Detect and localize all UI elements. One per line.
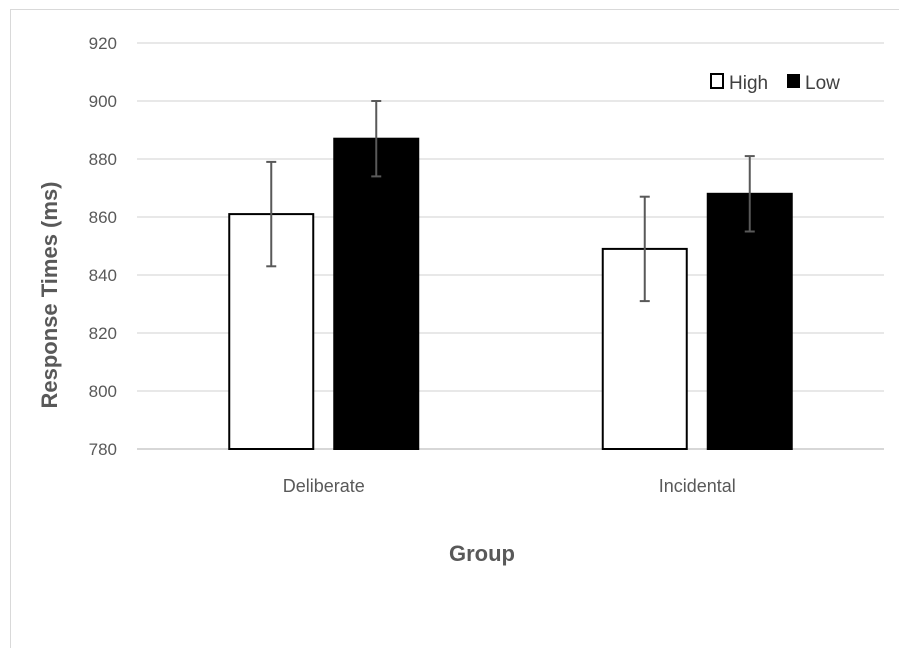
x-category-label: Deliberate (283, 476, 365, 496)
y-tick-label: 880 (89, 150, 117, 169)
x-category-label: Incidental (659, 476, 736, 496)
x-axis-categories: Deliberate Incidental (283, 476, 736, 496)
chart-frame (10, 9, 899, 648)
y-tick-label: 780 (89, 440, 117, 459)
y-tick-label: 860 (89, 208, 117, 227)
y-tick-label: 840 (89, 266, 117, 285)
x-axis-title: Group (449, 541, 515, 566)
y-tick-label: 820 (89, 324, 117, 343)
y-tick-label: 900 (89, 92, 117, 111)
bar-low-deliberate (333, 137, 420, 450)
bar-low-incidental (706, 192, 793, 450)
bars (228, 137, 793, 450)
error-bars (266, 100, 755, 303)
y-axis-ticks: 780 800 820 840 860 880 900 920 (89, 34, 117, 459)
y-tick-label: 920 (89, 34, 117, 53)
y-tick-label: 800 (89, 382, 117, 401)
bar-high-incidental (601, 247, 688, 450)
legend-swatch-high (710, 73, 724, 89)
legend-swatch-low (787, 74, 800, 88)
legend: High Low (710, 73, 840, 94)
legend-label-high: High (729, 73, 768, 94)
y-axis-title: Response Times (ms) (37, 181, 62, 408)
legend-label-low: Low (805, 73, 840, 94)
